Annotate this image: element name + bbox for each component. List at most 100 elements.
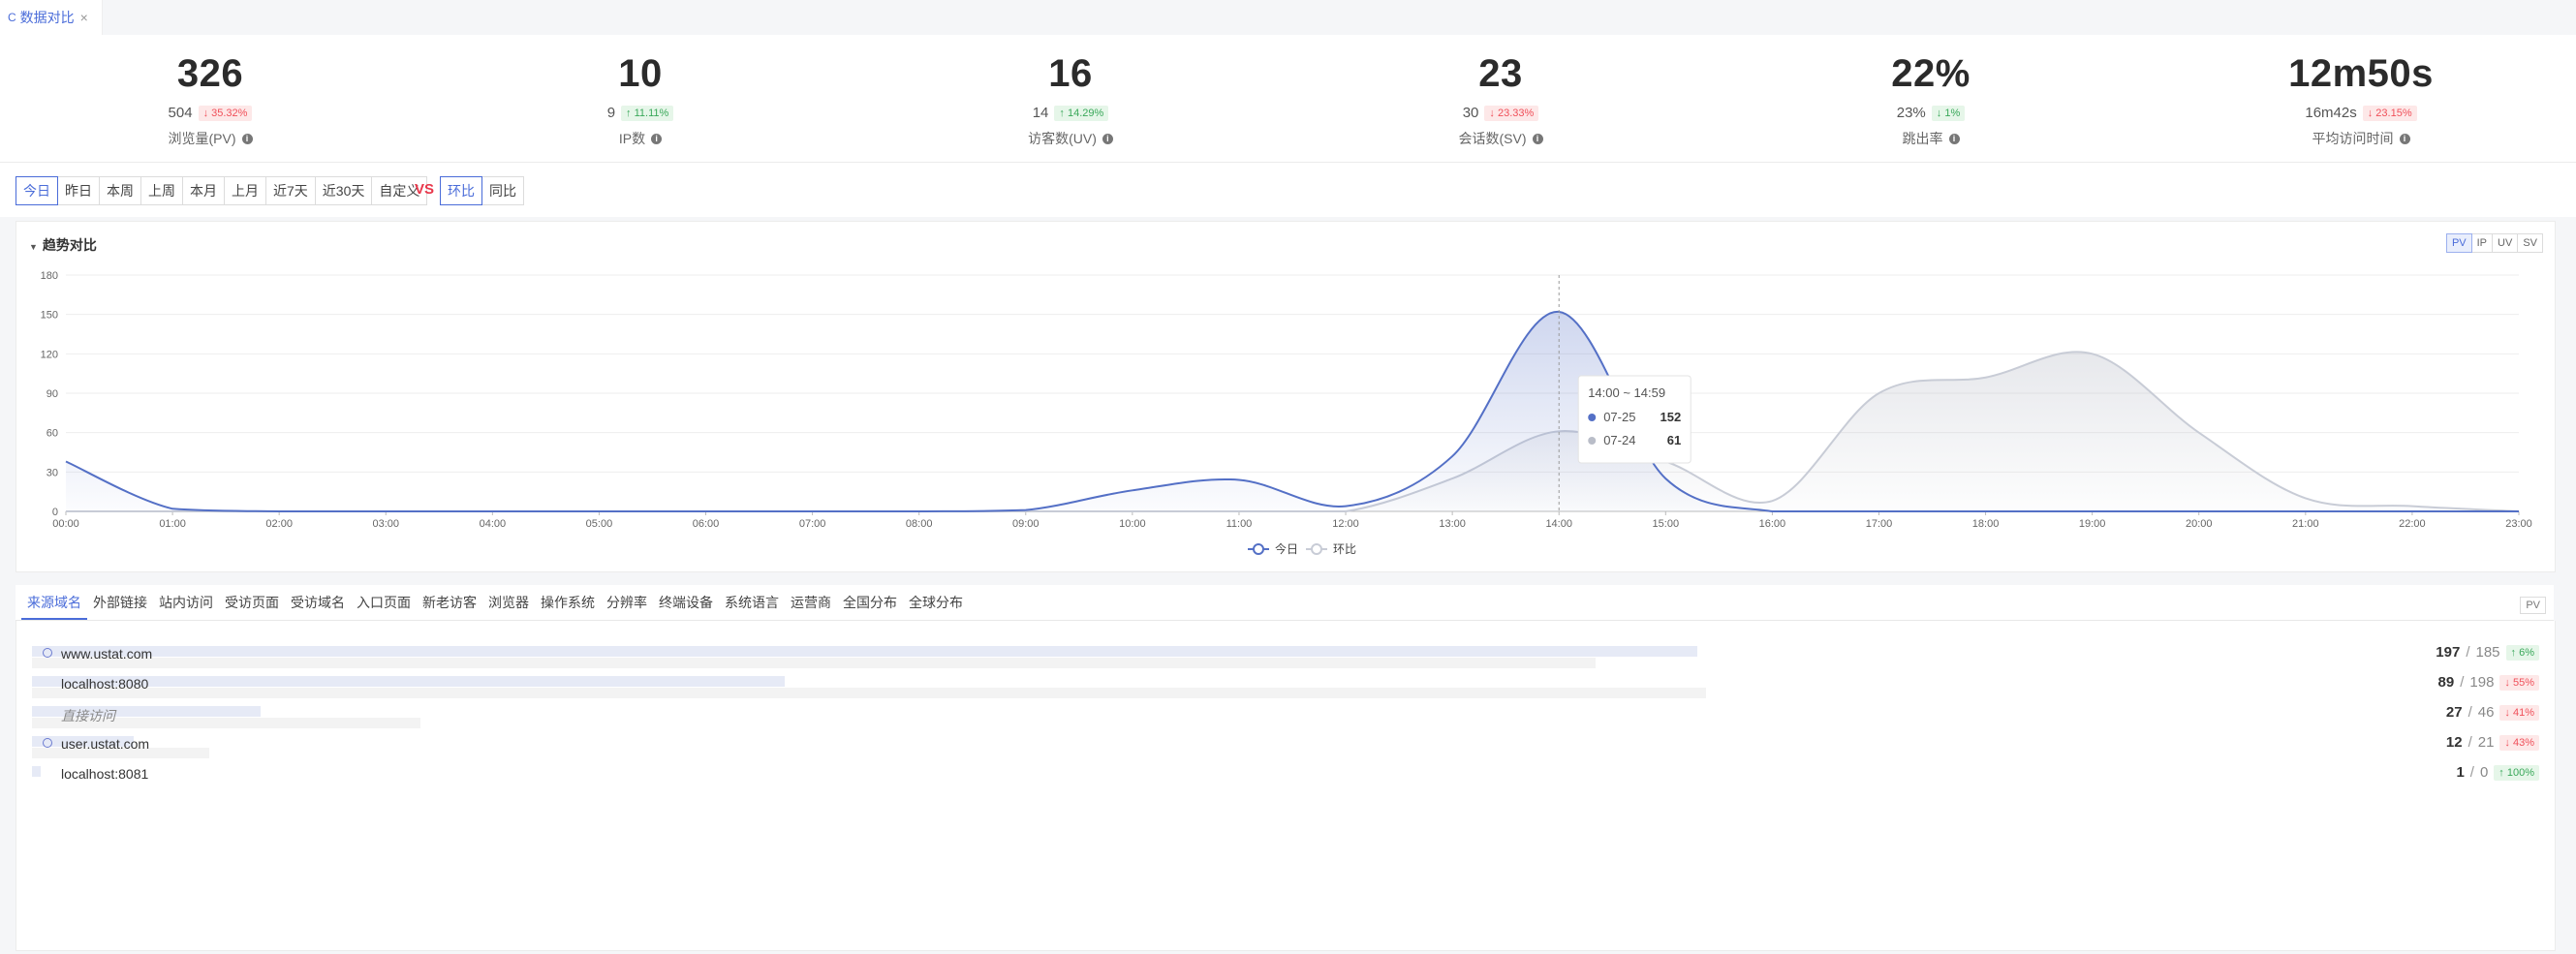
source-name[interactable]: localhost:8080 [61, 676, 149, 692]
value-separator: / [2469, 764, 2474, 781]
tooltip-box [1577, 375, 1691, 464]
period-button[interactable]: 自定义 [371, 176, 428, 205]
source-name[interactable]: user.ustat.com [61, 736, 150, 752]
x-tick-label: 06:00 [693, 518, 720, 530]
source-tab[interactable]: 受访页面 [225, 595, 279, 610]
x-tick-label: 23:00 [2505, 518, 2532, 530]
period-button[interactable]: 近30天 [314, 176, 373, 205]
x-tick-label: 09:00 [1012, 518, 1040, 530]
period-button[interactable]: 上月 [224, 176, 266, 205]
x-tick-label: 04:00 [480, 518, 507, 530]
tooltip-value: 152 [1660, 410, 1682, 424]
info-icon[interactable]: i [2399, 133, 2410, 144]
value-separator: / [2460, 674, 2465, 691]
source-tab[interactable]: 来源域名 [21, 585, 87, 620]
x-tick-label: 22:00 [2399, 518, 2426, 530]
x-tick-label: 16:00 [1759, 518, 1786, 530]
compare-button[interactable]: 同比 [481, 176, 524, 205]
stat-label-text: 访客数(UV) [1028, 131, 1097, 146]
change-badge: ↓ 41% [2499, 704, 2539, 721]
metric-button[interactable]: UV [2492, 233, 2519, 253]
tab-data-compare[interactable]: C 数据对比 × [0, 0, 103, 35]
source-name[interactable]: localhost:8081 [61, 766, 149, 782]
period-button[interactable]: 近7天 [265, 176, 316, 205]
x-tick-label: 02:00 [265, 518, 293, 530]
source-tab[interactable]: 全球分布 [909, 595, 963, 610]
source-tab[interactable]: 站内访问 [159, 595, 213, 610]
change-badge: ↑ 100% [2494, 764, 2539, 781]
source-metric-button[interactable]: PV [2520, 597, 2546, 614]
refresh-icon[interactable]: C [8, 11, 16, 24]
metric-button[interactable]: SV [2517, 233, 2543, 253]
x-tick-label: 01:00 [159, 518, 186, 530]
source-list: www.ustat.com 197 / 185 ↑ 6% localhost:8080 89… [16, 621, 2556, 951]
caret-down-icon[interactable]: ▼ [29, 242, 38, 252]
source-tab[interactable]: 分辨率 [606, 595, 647, 610]
source-tab[interactable]: 新老访客 [422, 595, 477, 610]
source-name[interactable]: 直接访问 [61, 708, 115, 723]
source-tab[interactable]: 受访域名 [291, 595, 345, 610]
stat-label: 浏览量(PV) i [65, 129, 356, 148]
list-item[interactable]: 直接访问 27/ 46 ↓ 41% [16, 700, 2555, 730]
current-bar [32, 706, 261, 717]
x-tick-label: 17:00 [1866, 518, 1893, 530]
info-icon[interactable]: i [241, 133, 253, 144]
metric-button[interactable]: PV [2445, 233, 2472, 253]
trend-title: ▼ 趋势对比 [29, 237, 97, 253]
info-icon[interactable]: i [1532, 133, 1543, 144]
previous-value: 21 [2477, 734, 2495, 751]
x-tick-label: 18:00 [1972, 518, 2000, 530]
info-icon[interactable]: i [651, 133, 663, 144]
tooltip-dot [1588, 437, 1597, 445]
stat-compare-value: 23% [1896, 105, 1926, 121]
list-item[interactable]: www.ustat.com 197 / 185 ↑ 6% [16, 640, 2555, 670]
period-button[interactable]: 昨日 [57, 176, 100, 205]
source-tab[interactable]: 入口页面 [357, 595, 411, 610]
source-tab[interactable]: 系统语言 [725, 595, 779, 610]
y-tick-label: 180 [41, 270, 58, 282]
filter-bar: 今日 昨日 本周 上周 本月 上月 近7天 近30天 自定义 VS 环比 同比 [0, 163, 2576, 217]
stat-compare-row: 9 ↑ 11.11% [495, 105, 786, 121]
source-tab[interactable]: 终端设备 [659, 595, 713, 610]
stat-compare-row: 30 ↓ 23.33% [1355, 105, 1646, 121]
period-button[interactable]: 本月 [182, 176, 225, 205]
current-bar [32, 646, 1697, 657]
info-icon[interactable]: i [1948, 133, 1960, 144]
compare-group: 环比 同比 [440, 176, 524, 205]
change-badge: ↓ 1% [1931, 105, 1966, 121]
source-tab[interactable]: 外部链接 [93, 595, 147, 610]
tooltip-value: 61 [1667, 433, 1681, 447]
source-tab[interactable]: 全国分布 [843, 595, 897, 610]
previous-value: 46 [2477, 704, 2495, 721]
x-tick-label: 12:00 [1332, 518, 1359, 530]
trend-panel: 0 30 60 90 120 150 180 00:00 01:00 02:00 03:00 04:0… [16, 221, 2556, 572]
stat-compare-value: 30 [1462, 105, 1479, 121]
list-item[interactable]: user.ustat.com 12/ 21 ↓ 43% [16, 730, 2555, 760]
stats-panel: 326 504 ↓ 35.32% 浏览量(PV) i 10 9 ↑ 11.11% IP数 i 16 1… [0, 35, 2576, 163]
list-item[interactable]: localhost:8080 89 /198 ↓ 55% [16, 670, 2555, 700]
source-tab[interactable]: 浏览器 [488, 595, 529, 610]
stat-compare-row: 16m42s ↓ 23.15% [2216, 105, 2506, 121]
period-button[interactable]: 今日 [16, 176, 58, 205]
period-button[interactable]: 本周 [99, 176, 141, 205]
stat-card: 12m50s 16m42s ↓ 23.15% 平均访问时间 i [2216, 35, 2506, 148]
stat-value: 326 [176, 52, 244, 95]
source-values: 1/ 0 ↑ 100% [2456, 764, 2539, 781]
info-icon[interactable]: i [1102, 133, 1113, 144]
compare-button[interactable]: 环比 [440, 176, 482, 205]
metric-button[interactable]: IP [2470, 233, 2494, 253]
list-item[interactable]: localhost:8081 1/ 0 ↑ 100% [16, 760, 2555, 790]
x-tick-label: 07:00 [799, 518, 826, 530]
source-name[interactable]: www.ustat.com [61, 646, 153, 662]
y-tick-label: 30 [47, 467, 58, 478]
x-tick-label: 20:00 [2186, 518, 2213, 530]
source-tab[interactable]: 操作系统 [541, 595, 595, 610]
source-values: 197 / 185 ↑ 6% [2436, 644, 2539, 661]
close-icon[interactable]: × [79, 10, 88, 25]
stat-label: 访客数(UV) i [925, 129, 1216, 148]
period-button[interactable]: 上周 [140, 176, 183, 205]
value-separator: / [2467, 734, 2472, 751]
source-tab[interactable]: 运营商 [791, 595, 831, 610]
legend-swatch-dot [1253, 543, 1264, 555]
current-value: 27 [2445, 704, 2463, 721]
